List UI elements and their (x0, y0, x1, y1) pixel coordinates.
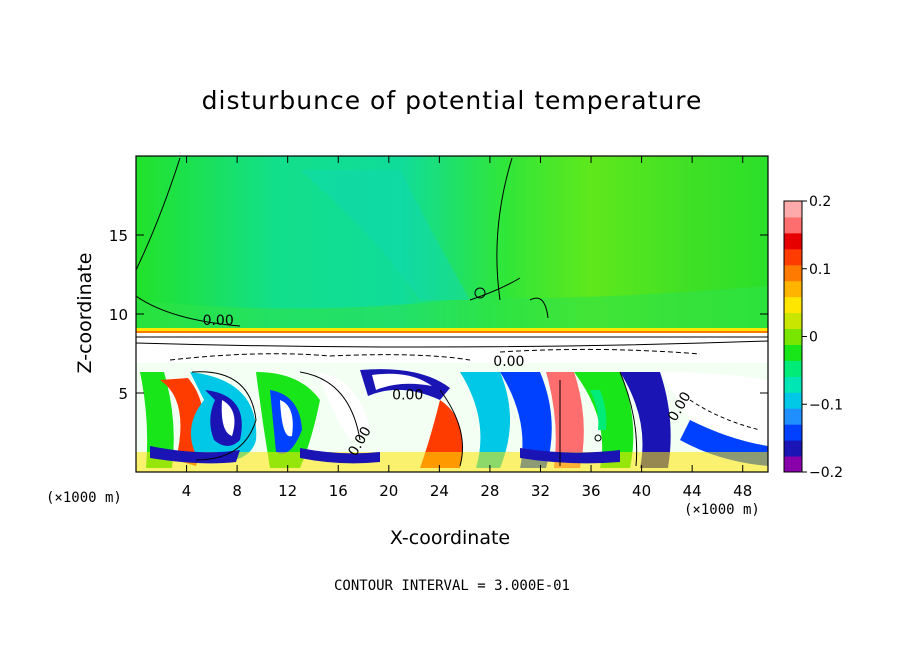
x-axis-label: X-coordinate (389, 527, 511, 549)
contour-label: 0.00 (493, 354, 524, 370)
contour-interval-note: CONTOUR INTERVAL = 3.000E-01 (333, 578, 570, 594)
x-tick-label: 28 (480, 482, 499, 500)
colorbar-segment (784, 408, 802, 425)
colorbar-segment (784, 248, 802, 266)
colorbar-segment (784, 296, 802, 314)
colorbar-segment (784, 344, 802, 361)
x-tick-label: 20 (379, 482, 398, 500)
colorbar-tick-label: 0 (809, 330, 818, 346)
chart-title: disturbunce of potential temperature (201, 86, 703, 115)
y-axis-label: Z-coordinate (74, 252, 96, 374)
colorbar: 0.2 0.1 0 −0.1 −0.2 (783, 194, 843, 481)
colorbar-segment (784, 201, 802, 218)
contour-label: 0.00 (392, 387, 423, 403)
y-axis-ticks: 5 10 15 (109, 227, 768, 403)
x-unit-label: (×1000 m) (684, 502, 760, 518)
y-tick-label: 5 (118, 385, 128, 403)
colorbar-segment (784, 360, 802, 377)
x-tick-label: 48 (733, 482, 752, 500)
colorbar-segment (784, 392, 802, 409)
y-tick-label: 10 (109, 306, 128, 324)
x-tick-label: 36 (581, 482, 600, 500)
colorbar-tick-label: 0.2 (809, 194, 831, 210)
colorbar-segment (784, 264, 802, 282)
x-tick-label: 40 (632, 482, 651, 500)
x-tick-label: 16 (329, 482, 348, 500)
colorbar-segment (784, 312, 802, 330)
x-axis-ticks: 4 8 12 16 20 24 28 32 36 40 44 48 (182, 156, 752, 500)
colorbar-segment (784, 456, 802, 473)
colorbar-segment (784, 232, 802, 250)
y-tick-label: 15 (109, 227, 128, 245)
colorbar-segment (784, 376, 802, 393)
x-tick-label: 8 (232, 482, 242, 500)
y-unit-label: (×1000 m) (46, 490, 122, 506)
colorbar-tick-label: −0.1 (809, 397, 843, 413)
colorbar-segment (784, 280, 802, 298)
x-tick-label: 24 (430, 482, 449, 500)
heatmap-field (136, 156, 768, 472)
x-tick-label: 44 (683, 482, 702, 500)
colorbar-tick-label: 0.1 (809, 262, 831, 278)
colorbar-segment (784, 440, 802, 457)
x-tick-label: 4 (182, 482, 192, 500)
colorbar-segment (784, 328, 802, 345)
colorbar-segment (784, 216, 802, 234)
contour-label: 0.00 (203, 313, 234, 329)
x-tick-label: 12 (278, 482, 297, 500)
colorbar-segment (784, 424, 802, 441)
x-tick-label: 32 (531, 482, 550, 500)
colorbar-tick-label: −0.2 (809, 465, 843, 481)
